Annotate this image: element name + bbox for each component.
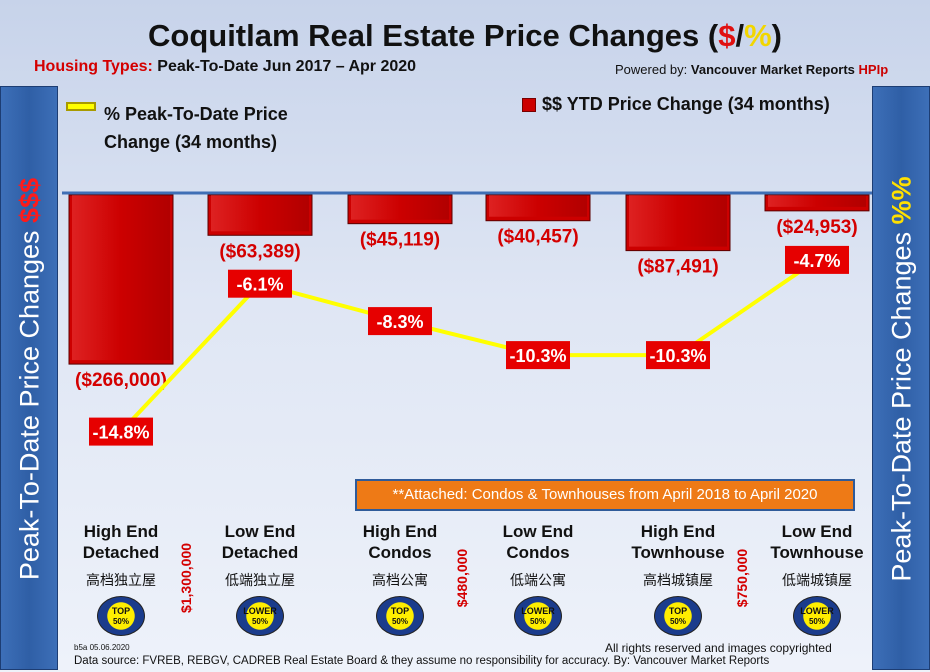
bar-label-2: ($45,119) <box>360 230 440 251</box>
date-stamp: b5a 05.06.2020 <box>74 643 130 652</box>
tier-badge-0: TOP 50% <box>97 596 145 636</box>
category-cn-4: 高档城镇屋 <box>643 572 713 588</box>
pct-label-3: -10.3% <box>509 346 566 366</box>
price-threshold-1: $480,000 <box>454 548 470 608</box>
category-cn-3: 低端公寓 <box>510 572 566 588</box>
category-label-3: Low End Condos <box>502 522 574 562</box>
pct-line <box>119 258 819 433</box>
category-cn-2: 高档公寓 <box>372 572 428 588</box>
bar-shade-2 <box>351 195 449 220</box>
pct-label-2: -8.3% <box>376 312 423 332</box>
title-dollar: $ <box>718 18 736 53</box>
tier-badge-4: TOP 50% <box>654 596 702 636</box>
pct-label-0: -14.8% <box>92 423 149 443</box>
pct-label-box-2 <box>368 307 432 336</box>
bar-shade-3 <box>489 195 587 217</box>
category-label-2: High End Condos <box>362 522 438 562</box>
price-threshold-2: $750,000 <box>734 548 750 608</box>
data-source: Data source: FVREB, REBGV, CADREB Real E… <box>74 655 770 667</box>
title-pct: % <box>744 18 772 53</box>
pct-label-box-4 <box>646 341 710 370</box>
price-threshold-0: $1,300,000 <box>178 542 194 614</box>
category-cn-5: 低端城镇屋 <box>782 572 852 588</box>
bar-shade-1 <box>211 195 309 232</box>
tier-badge-1: LOWER 50% <box>236 596 284 636</box>
category-label-4: High End Townhouse <box>631 522 725 562</box>
bar-shade-4 <box>629 195 727 247</box>
pct-label-box-0 <box>89 417 153 446</box>
chart-title: Coquitlam Real Estate Price Changes ($/%… <box>148 18 782 53</box>
category-cn-1: 低端独立屋 <box>225 572 295 588</box>
category-label-0: High End Detached <box>82 522 160 562</box>
bar-label-3: ($40,457) <box>497 227 578 248</box>
pct-label-box-5 <box>785 245 849 274</box>
tier-badge-2: TOP 50% <box>376 596 424 636</box>
tier-badge-5: LOWER 50% <box>793 596 841 636</box>
attached-note: **Attached: Condos & Townhouses from Apr… <box>355 479 855 511</box>
category-label-5: Low End Townhouse <box>770 522 864 562</box>
bar-shade-0 <box>72 195 170 361</box>
pct-label-5: -4.7% <box>793 251 840 271</box>
housing-types-subtitle: Housing Types: Peak-To-Date Jun 2017 – A… <box>34 58 417 75</box>
pct-label-4: -10.3% <box>649 346 706 366</box>
legend-bar-swatch <box>522 98 536 112</box>
legend-bar-label: $$ YTD Price Change (34 months) <box>542 94 830 114</box>
pct-label-box-1 <box>228 269 292 298</box>
tier-badge-3: LOWER 50% <box>514 596 562 636</box>
category-label-1: Low End Detached <box>221 522 299 562</box>
rights-notice: All rights reserved and images copyright… <box>605 641 832 655</box>
pct-label-box-3 <box>506 341 570 370</box>
bar-label-0: ($266,000) <box>75 370 167 391</box>
pct-label-1: -6.1% <box>236 275 283 295</box>
powered-by: Powered by: Vancouver Market Reports HPI… <box>615 62 889 77</box>
bar-label-1: ($63,389) <box>219 241 300 262</box>
legend-line-label: % Peak-To-Date Price Change (34 months) <box>104 104 288 152</box>
left-side-banner: Peak-To-Date Price Changes $$$ <box>0 86 58 670</box>
bar-shade-5 <box>768 195 866 207</box>
bar-label-4: ($87,491) <box>637 257 718 278</box>
legend-line-swatch <box>66 102 96 111</box>
category-cn-0: 高档独立屋 <box>86 572 156 588</box>
bar-label-5: ($24,953) <box>776 217 857 238</box>
